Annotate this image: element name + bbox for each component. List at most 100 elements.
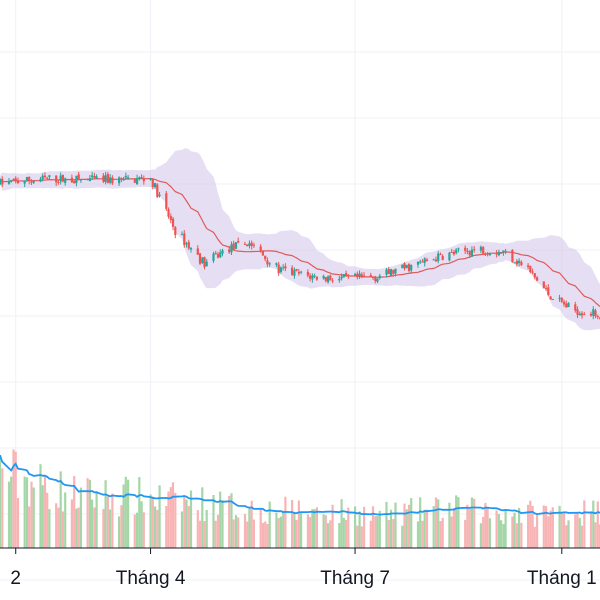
candle-body xyxy=(376,278,379,282)
candle-body xyxy=(106,174,109,183)
candle-body xyxy=(23,181,26,184)
volume-bar xyxy=(243,514,247,548)
volume-bar xyxy=(43,476,47,548)
volume-bar xyxy=(300,512,303,548)
volume-bar xyxy=(151,496,154,548)
candle-body xyxy=(542,281,545,289)
candle-body xyxy=(252,244,255,246)
volume-bar xyxy=(57,507,60,548)
volume-bar xyxy=(331,504,334,548)
candle-body xyxy=(410,265,413,271)
candle-body xyxy=(234,242,238,249)
volume-bar xyxy=(457,497,460,548)
candle-body xyxy=(295,269,298,271)
volume-bar xyxy=(306,514,309,548)
candle-body xyxy=(180,234,184,236)
candle-body xyxy=(574,304,577,311)
volume-bar xyxy=(455,495,458,548)
candle-body xyxy=(43,175,47,178)
volume-bar xyxy=(374,516,377,548)
volume-bar xyxy=(219,491,222,548)
candle-body xyxy=(219,252,222,258)
candle-body xyxy=(140,177,143,179)
candle-body xyxy=(30,181,33,183)
candle-body xyxy=(407,264,411,271)
candle-body xyxy=(185,243,188,245)
volume-bar xyxy=(212,495,215,548)
candle-body xyxy=(529,265,532,272)
volume-bar xyxy=(596,501,599,548)
candle-body xyxy=(329,275,332,281)
volume-bar xyxy=(216,514,220,548)
candle-body xyxy=(405,264,408,268)
volume-bar xyxy=(156,509,159,548)
candle-body xyxy=(46,177,49,179)
volume-bar xyxy=(437,499,440,548)
volume-bar xyxy=(122,484,125,548)
volume-bar xyxy=(322,514,325,548)
candle-body xyxy=(342,274,345,278)
volume-bar xyxy=(149,494,152,548)
candle-body xyxy=(232,243,235,251)
volume-bar xyxy=(201,487,204,548)
volume-bar xyxy=(558,505,561,548)
volume-bar xyxy=(88,479,91,548)
candle-body xyxy=(450,252,453,253)
candle-body xyxy=(275,263,278,265)
candle-body xyxy=(560,297,563,302)
candle-body xyxy=(93,176,96,178)
candle-body xyxy=(91,175,94,178)
volume-bar xyxy=(551,507,554,548)
candle-body xyxy=(457,248,460,250)
candle-body xyxy=(212,253,215,261)
candle-body xyxy=(127,177,130,179)
candle-body xyxy=(259,246,262,252)
candle-body xyxy=(315,276,318,280)
candle-body xyxy=(154,183,157,188)
candle-body xyxy=(109,177,112,183)
candle-body xyxy=(122,178,125,181)
candle-body xyxy=(189,247,193,250)
volume-bar xyxy=(592,500,595,548)
candle-body xyxy=(230,244,233,253)
volume-bar xyxy=(410,498,413,548)
candle-body xyxy=(311,275,314,280)
candle-body xyxy=(536,277,539,281)
candle-body xyxy=(32,180,35,183)
volume-bar xyxy=(504,510,507,548)
candle-body xyxy=(279,267,282,273)
candle-body xyxy=(425,259,429,262)
candle-body xyxy=(59,175,62,182)
volume-bar xyxy=(401,525,404,548)
candle-body xyxy=(358,273,361,277)
volume-bar xyxy=(421,520,424,548)
volume-bar xyxy=(180,511,184,548)
candle-body xyxy=(48,175,51,178)
volume-bar xyxy=(154,506,157,548)
volume-bar xyxy=(545,506,548,548)
volume-bar xyxy=(479,523,482,548)
volume-bar xyxy=(547,516,550,548)
volume-bar xyxy=(14,451,17,548)
volume-bar xyxy=(252,519,255,548)
volume-bar xyxy=(118,516,121,548)
volume-bar xyxy=(136,512,139,548)
candle-body xyxy=(497,252,500,256)
volume-bar xyxy=(347,507,350,548)
volume-bar xyxy=(511,516,514,548)
volume-bar xyxy=(356,525,359,548)
candle-body xyxy=(171,218,175,227)
volume-bar xyxy=(360,526,363,548)
candle-body xyxy=(277,264,280,274)
volume-bar xyxy=(324,515,327,548)
volume-bar xyxy=(486,507,489,548)
candle-body xyxy=(1,178,4,185)
candle-body xyxy=(594,310,597,317)
volume-bar xyxy=(138,477,141,548)
volume-bar xyxy=(167,491,170,548)
x-tick-label: Tháng 4 xyxy=(116,568,186,589)
candle-body xyxy=(41,175,44,180)
volume-bar xyxy=(520,522,523,548)
